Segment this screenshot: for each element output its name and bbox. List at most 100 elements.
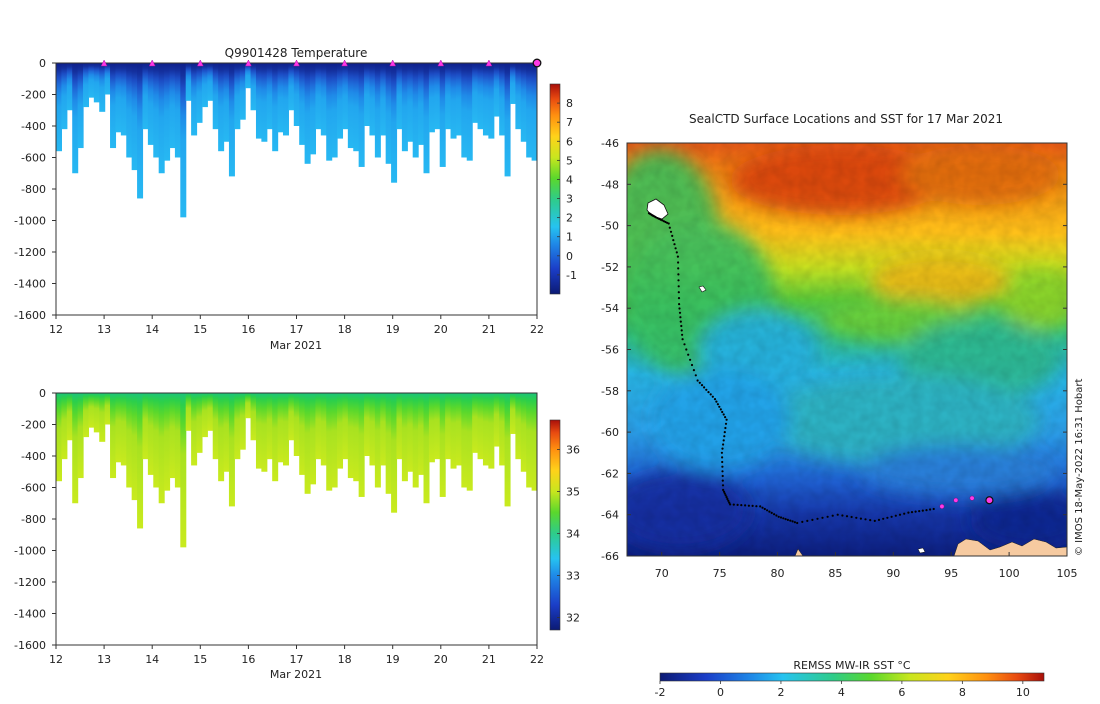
temperature-panel: Q9901428 Temperature 0 -200 -400 -600 -800 -1… xyxy=(14,46,577,352)
salinity-profile-column xyxy=(99,393,106,442)
map-y-tick-label: -56 xyxy=(601,344,619,357)
track-point xyxy=(667,222,670,225)
seal-recent-track xyxy=(939,495,975,509)
salinity-panel: 0 -200 -400 -600 -800 -1000 -1200 -1400 -1600 12… xyxy=(14,387,580,681)
temperature-profile-column xyxy=(115,63,122,133)
track-point xyxy=(877,518,881,522)
salinity-profile-column xyxy=(61,393,68,460)
track-point xyxy=(793,521,797,524)
temperature-profile-column xyxy=(266,63,273,130)
temperature-colorbar-tick-label: 0 xyxy=(566,250,573,263)
track-point xyxy=(721,474,724,478)
track-point xyxy=(777,515,780,518)
track-point xyxy=(763,507,766,511)
temperature-profile-column xyxy=(131,63,138,171)
sst-colorbar-tick-label: -2 xyxy=(655,686,666,699)
map-title: SealCTD Surface Locations and SST for 17… xyxy=(689,112,1003,126)
salinity-profile-column xyxy=(407,393,414,472)
salinity-profile-column xyxy=(250,393,257,441)
temperature-profile-column xyxy=(174,63,181,158)
salinity-profile-column xyxy=(126,393,133,488)
track-point xyxy=(831,514,834,517)
salinity-profile-column xyxy=(239,393,246,450)
salinity-y-tick-label: -1400 xyxy=(14,608,46,621)
salinity-profile-column xyxy=(218,393,225,482)
salinity-profile-column xyxy=(56,393,62,482)
temperature-profile-column xyxy=(310,63,317,155)
salinity-y-tick-label: 0 xyxy=(39,387,46,400)
profile-marker xyxy=(196,59,204,67)
track-point xyxy=(724,494,727,497)
temperature-profile-column xyxy=(164,63,171,161)
salinity-profile-column xyxy=(331,393,338,488)
track-point xyxy=(722,439,725,442)
sst-field xyxy=(627,143,1067,556)
temperature-colorbar-tick-label: 1 xyxy=(566,231,573,244)
track-point xyxy=(671,234,674,237)
track-point xyxy=(689,358,692,361)
salinity-x-tick-label: 18 xyxy=(338,653,352,666)
temperature-x-tick-label: 15 xyxy=(193,323,207,336)
temperature-y-tick-label: -800 xyxy=(21,183,46,196)
temperature-profile-column xyxy=(515,63,522,130)
track-point xyxy=(677,285,680,288)
track-point xyxy=(673,243,676,246)
salinity-profile-column xyxy=(531,393,537,491)
temperature-profile-column xyxy=(293,63,300,126)
temperature-profile-column xyxy=(110,63,117,149)
track-point xyxy=(678,311,682,314)
track-point xyxy=(727,499,730,502)
track-point xyxy=(873,519,876,523)
track-point xyxy=(766,509,769,512)
temperature-profile-column xyxy=(88,63,95,98)
track-point xyxy=(914,510,917,513)
sst-colorbar-ticks: -2 0 2 4 6 8 10 xyxy=(655,681,1030,699)
map-x-tick-label: 85 xyxy=(828,567,842,580)
track-point xyxy=(806,519,809,523)
track-point xyxy=(779,516,783,519)
seal-track xyxy=(647,212,935,525)
salinity-profile-column xyxy=(315,393,322,460)
temperature-x-axis-label: Mar 2021 xyxy=(270,339,322,352)
salinity-profile-column xyxy=(428,393,435,463)
recent-track-point xyxy=(953,497,959,503)
track-point xyxy=(786,518,790,522)
sst-colorbar-tick-label: 2 xyxy=(777,686,784,699)
salinity-x-tick-label: 14 xyxy=(145,653,159,666)
temperature-profile-column xyxy=(450,63,457,139)
temperature-profile-column xyxy=(493,63,500,117)
salinity-profile-column xyxy=(164,393,171,491)
salinity-profile-column xyxy=(272,393,279,482)
salinity-x-tick-label: 20 xyxy=(434,653,448,666)
map-y-tick-label: -58 xyxy=(601,385,619,398)
temperature-profile-column xyxy=(282,63,289,136)
temperature-profile-column xyxy=(482,63,489,136)
temperature-y-tick-label: -200 xyxy=(21,89,46,102)
temperature-profile-column xyxy=(320,63,327,136)
track-point xyxy=(713,398,717,401)
temperature-profile-column xyxy=(434,63,441,130)
track-point xyxy=(707,391,710,394)
salinity-y-axis: 0 -200 -400 -600 -800 -1000 -1200 -1400 -1600 xyxy=(14,387,56,652)
track-point xyxy=(726,497,729,501)
salinity-profile-column xyxy=(358,393,365,497)
salinity-colorbar xyxy=(549,419,561,631)
temperature-profile-column xyxy=(153,63,160,158)
salinity-profile-column xyxy=(455,393,462,466)
temperature-profile-column xyxy=(158,63,165,174)
track-point xyxy=(775,514,778,517)
track-point xyxy=(677,261,680,264)
temperature-profile-column xyxy=(407,63,414,142)
salinity-colorbar-tick-label: 32 xyxy=(566,611,580,624)
map-x-tick-label: 80 xyxy=(771,567,785,580)
track-point xyxy=(716,403,720,406)
salinity-x-tick-label: 17 xyxy=(290,653,304,666)
salinity-profile-column xyxy=(212,393,219,460)
antarctic-coast xyxy=(953,538,1067,556)
salinity-profile-column xyxy=(180,393,187,548)
salinity-profile-column xyxy=(401,393,408,482)
track-point xyxy=(677,267,680,270)
track-point xyxy=(789,519,792,522)
track-point xyxy=(721,456,724,459)
track-point xyxy=(694,374,697,377)
